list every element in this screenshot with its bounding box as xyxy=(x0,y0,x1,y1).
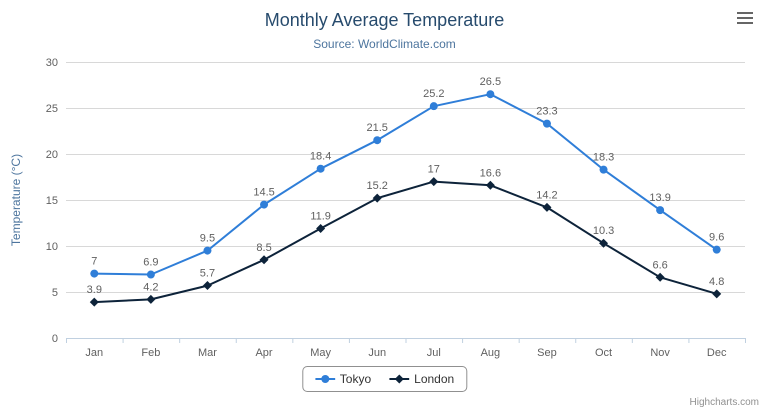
legend-label: Tokyo xyxy=(339,372,372,386)
marker-tokyo-nov[interactable] xyxy=(656,206,665,215)
marker-tokyo-mar[interactable] xyxy=(203,246,212,255)
marker-london-sep[interactable] xyxy=(542,202,552,212)
legend-item-london[interactable]: London xyxy=(389,372,454,386)
legend-label: London xyxy=(414,372,455,386)
x-axis-label: Jul xyxy=(427,347,441,359)
y-axis-label: 10 xyxy=(46,241,58,253)
data-label: 9.6 xyxy=(709,232,724,244)
hamburger-bar xyxy=(737,22,753,24)
data-label: 15.2 xyxy=(366,180,387,192)
hamburger-bar xyxy=(737,12,753,14)
x-axis-label: Jun xyxy=(368,347,386,359)
y-axis-title: Temperature (°C) xyxy=(9,154,23,246)
legend: Tokyo London xyxy=(301,366,468,392)
x-axis-label: May xyxy=(310,347,331,359)
marker-london-mar[interactable] xyxy=(202,281,212,291)
data-label: 3.9 xyxy=(87,284,102,296)
marker-london-dec[interactable] xyxy=(712,289,722,299)
marker-tokyo-dec[interactable] xyxy=(712,245,721,254)
data-label: 11.9 xyxy=(310,211,331,223)
hamburger-bar xyxy=(737,17,753,19)
legend-item-tokyo[interactable]: Tokyo xyxy=(314,372,372,386)
chart-title: Monthly Average Temperature xyxy=(264,10,505,30)
marker-london-jul[interactable] xyxy=(429,177,439,187)
data-label: 8.5 xyxy=(256,242,271,254)
x-axis-label: Dec xyxy=(707,347,727,359)
data-label: 26.5 xyxy=(480,76,501,88)
x-axis-label: Sep xyxy=(537,347,557,359)
chart-subtitle: Source: WorldClimate.com xyxy=(313,37,456,51)
hamburger-menu-icon[interactable] xyxy=(737,12,753,24)
data-label: 5.7 xyxy=(200,268,215,280)
data-label: 14.2 xyxy=(536,189,557,201)
marker-tokyo-sep[interactable] xyxy=(542,119,551,128)
y-axis-label: 5 xyxy=(52,287,58,299)
y-axis-label: 30 xyxy=(46,57,58,69)
data-label: 6.9 xyxy=(143,257,158,269)
marker-london-jan[interactable] xyxy=(89,297,99,307)
data-label: 17 xyxy=(428,164,440,176)
data-label: 10.3 xyxy=(593,225,614,237)
data-label: 21.5 xyxy=(366,122,387,134)
x-axis-label: Nov xyxy=(650,347,670,359)
data-label: 4.8 xyxy=(709,276,724,288)
x-axis-label: Jan xyxy=(85,347,103,359)
credits-link[interactable]: Highcharts.com xyxy=(689,397,759,408)
y-axis-label: 15 xyxy=(46,195,58,207)
data-label: 4.2 xyxy=(143,281,158,293)
series-line-london[interactable] xyxy=(93,180,718,304)
marker-tokyo-jul[interactable] xyxy=(429,102,438,111)
marker-tokyo-feb[interactable] xyxy=(146,270,155,279)
data-label: 25.2 xyxy=(423,88,444,100)
x-axis-label: Feb xyxy=(141,347,160,359)
legend-marker-tokyo xyxy=(314,375,335,383)
marker-london-feb[interactable] xyxy=(146,294,156,304)
x-axis-label: Oct xyxy=(595,347,612,359)
data-label: 23.3 xyxy=(536,106,557,118)
data-label: 13.9 xyxy=(649,192,670,204)
data-label: 16.6 xyxy=(480,167,501,179)
marker-london-nov[interactable] xyxy=(655,272,665,282)
x-axis-label: Mar xyxy=(198,347,217,359)
marker-london-aug[interactable] xyxy=(485,180,495,190)
marker-tokyo-jan[interactable] xyxy=(90,269,99,278)
marker-london-apr[interactable] xyxy=(259,255,269,265)
data-label: 18.4 xyxy=(310,151,331,163)
y-axis-label: 25 xyxy=(46,103,58,115)
data-label: 14.5 xyxy=(253,187,274,199)
y-axis-label: 20 xyxy=(46,149,58,161)
data-label: 6.6 xyxy=(652,259,667,271)
marker-tokyo-jun[interactable] xyxy=(373,136,382,145)
legend-marker-london xyxy=(389,374,410,384)
marker-london-jun[interactable] xyxy=(372,193,382,203)
data-label: 7 xyxy=(91,256,97,268)
x-axis-label: Aug xyxy=(481,347,501,359)
marker-london-may[interactable] xyxy=(316,224,326,234)
marker-tokyo-apr[interactable] xyxy=(260,200,269,209)
y-axis-label: 0 xyxy=(52,333,58,345)
marker-tokyo-may[interactable] xyxy=(316,164,325,173)
marker-tokyo-oct[interactable] xyxy=(599,165,608,174)
x-axis-label: Apr xyxy=(255,347,272,359)
data-label: 18.3 xyxy=(593,152,614,164)
marker-london-oct[interactable] xyxy=(599,238,609,248)
data-label: 9.5 xyxy=(200,233,215,245)
marker-tokyo-aug[interactable] xyxy=(486,90,495,99)
series-line-tokyo[interactable] xyxy=(93,93,718,276)
